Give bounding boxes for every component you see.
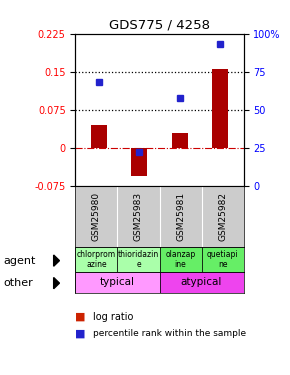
Bar <box>75 247 117 272</box>
Text: GSM25982: GSM25982 <box>218 192 227 241</box>
Bar <box>91 125 107 148</box>
Bar <box>202 247 244 272</box>
Bar <box>75 272 160 292</box>
Text: typical: typical <box>100 277 135 287</box>
Text: quetiapi
ne: quetiapi ne <box>207 249 238 269</box>
Text: chlorprom
azine: chlorprom azine <box>77 249 116 269</box>
Text: atypical: atypical <box>181 277 222 287</box>
Bar <box>212 69 228 148</box>
Text: log ratio: log ratio <box>93 312 133 322</box>
Text: ■: ■ <box>75 329 86 339</box>
Text: agent: agent <box>3 256 35 266</box>
Bar <box>131 148 148 176</box>
Text: ■: ■ <box>75 312 86 322</box>
Text: olanzap
ine: olanzap ine <box>165 249 196 269</box>
Text: GSM25983: GSM25983 <box>134 192 143 241</box>
Bar <box>160 272 244 292</box>
Bar <box>171 133 188 148</box>
Text: thioridazin
e: thioridazin e <box>118 249 159 269</box>
Bar <box>117 247 160 272</box>
Text: GDS775 / 4258: GDS775 / 4258 <box>109 19 210 32</box>
Text: GSM25980: GSM25980 <box>92 192 101 241</box>
Text: other: other <box>3 278 33 288</box>
Text: percentile rank within the sample: percentile rank within the sample <box>93 329 246 338</box>
Text: GSM25981: GSM25981 <box>176 192 185 241</box>
Bar <box>160 247 202 272</box>
